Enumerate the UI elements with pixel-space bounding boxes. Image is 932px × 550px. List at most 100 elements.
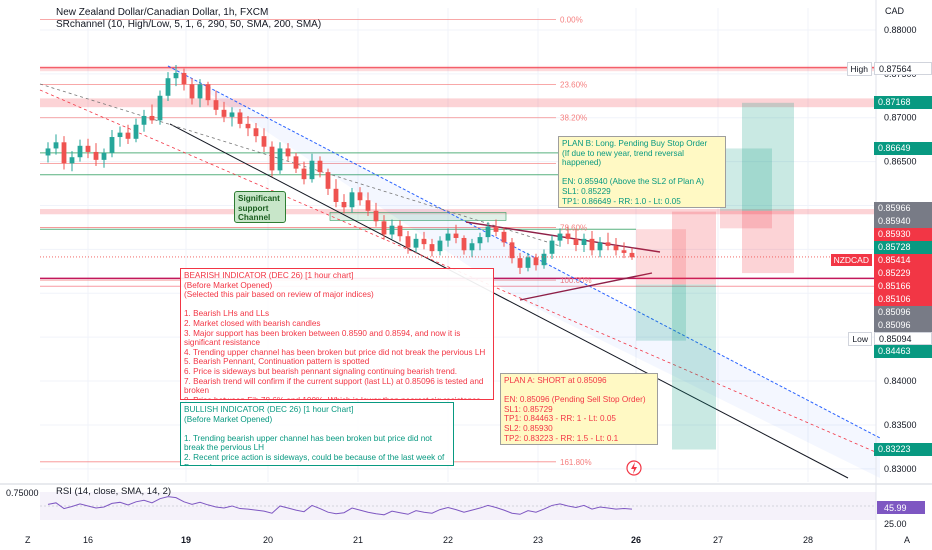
candle-body — [453, 233, 459, 238]
fib-label: 23.60% — [560, 80, 587, 89]
x-tick-label: 23 — [533, 535, 543, 545]
x-tick-label: 27 — [713, 535, 723, 545]
candle — [437, 236, 443, 256]
candle — [613, 237, 619, 256]
candle-body — [613, 245, 619, 251]
candle-body — [333, 188, 339, 202]
candle — [45, 142, 51, 163]
candle — [397, 220, 403, 242]
candle — [165, 72, 171, 102]
plan-b-stop-zone — [720, 210, 772, 229]
rsi-left-value: 0.75000 — [6, 488, 39, 498]
candle — [629, 247, 635, 260]
candle — [493, 219, 499, 237]
candle-body — [525, 257, 531, 268]
candle — [205, 81, 211, 106]
candle — [245, 115, 251, 137]
candle — [213, 90, 219, 116]
candle — [357, 187, 363, 206]
price-label-low: 0.85094 — [874, 331, 932, 345]
candle-body — [141, 115, 147, 125]
candle-body — [125, 132, 131, 139]
corner-left[interactable]: Z — [25, 535, 31, 545]
candle-body — [109, 137, 115, 153]
candle — [325, 168, 331, 195]
candle — [269, 141, 275, 177]
y-tick-label: 0.88000 — [884, 25, 917, 35]
candle-body — [445, 233, 451, 241]
candle-body — [437, 240, 443, 252]
candle — [157, 90, 163, 125]
rsi-legend: RSI (14, close, SMA, 14, 2) — [56, 486, 171, 497]
x-tick-label: 21 — [353, 535, 363, 545]
candle — [253, 122, 259, 143]
candle — [69, 151, 75, 172]
candle-body — [245, 123, 251, 129]
candle-body — [389, 225, 395, 235]
price-label-high: 0.87564 — [874, 61, 932, 75]
candle — [341, 194, 347, 214]
candle — [605, 232, 611, 251]
candle-body — [597, 242, 603, 251]
candle — [237, 108, 243, 129]
candle — [181, 68, 187, 91]
candle-body — [93, 151, 99, 160]
rsi-value-badge — [877, 501, 925, 514]
candle-body — [533, 257, 539, 266]
candle — [285, 143, 291, 161]
candle — [301, 161, 307, 185]
bearish-note: BEARISH INDICATOR (DEC 26) [1 hour chart… — [180, 268, 494, 400]
plan-a-target-zone — [636, 284, 686, 341]
candle-body — [429, 244, 435, 252]
candle-body — [549, 240, 555, 254]
candle — [469, 238, 475, 258]
candle-body — [485, 226, 491, 238]
y-tick-label: 0.84000 — [884, 376, 917, 386]
candle-body — [477, 237, 483, 244]
candle — [149, 104, 155, 124]
plan-a-note: PLAN A: SHORT at 0.85096 EN: 0.85096 (Pe… — [500, 373, 658, 445]
candle — [221, 101, 227, 123]
candle-body — [85, 145, 91, 152]
price-label-red: 0.85166 — [874, 279, 932, 293]
price-label-green: 0.87168 — [874, 96, 932, 110]
candle — [405, 230, 411, 254]
support-note: Significant support Channel — [234, 191, 286, 223]
candle — [597, 237, 603, 258]
candle — [261, 128, 267, 152]
y-tick-label: 0.86500 — [884, 157, 917, 167]
candle-body — [45, 148, 51, 156]
candle — [621, 242, 627, 259]
fib-trend-line — [39, 83, 561, 247]
candle-body — [357, 192, 363, 201]
candle-body — [189, 84, 195, 99]
rsi-level-label: 25.00 — [884, 519, 907, 529]
indicator-legend: SRchannel (10, High/Low, 5, 1, 6, 290, 5… — [56, 19, 322, 30]
support-channel-band — [329, 212, 507, 221]
candle — [541, 249, 547, 269]
candle — [197, 79, 203, 108]
rsi-value-label: 45.99 — [884, 503, 907, 513]
candle — [501, 227, 507, 247]
y-tick-label: 0.83000 — [884, 464, 917, 474]
candle-body — [341, 201, 347, 208]
price-label-grey: 0.85966 — [874, 201, 932, 215]
candle-body — [181, 72, 187, 85]
plan-b-note: PLAN B: Long. Pending Buy Stop Order (If… — [558, 136, 726, 208]
corner-right[interactable]: A — [903, 535, 910, 545]
candle-body — [149, 115, 155, 121]
candle-body — [349, 192, 355, 208]
candle — [77, 139, 83, 162]
candle-body — [421, 238, 427, 245]
candle — [293, 152, 299, 174]
candle-body — [301, 168, 307, 180]
candle — [309, 153, 315, 183]
candle — [525, 252, 531, 272]
candle — [589, 230, 595, 256]
candle-body — [557, 233, 563, 241]
price-label-green: 0.83223 — [874, 442, 932, 456]
candle — [333, 179, 339, 208]
y-tick-label: 0.83500 — [884, 420, 917, 430]
candle-body — [373, 210, 379, 222]
